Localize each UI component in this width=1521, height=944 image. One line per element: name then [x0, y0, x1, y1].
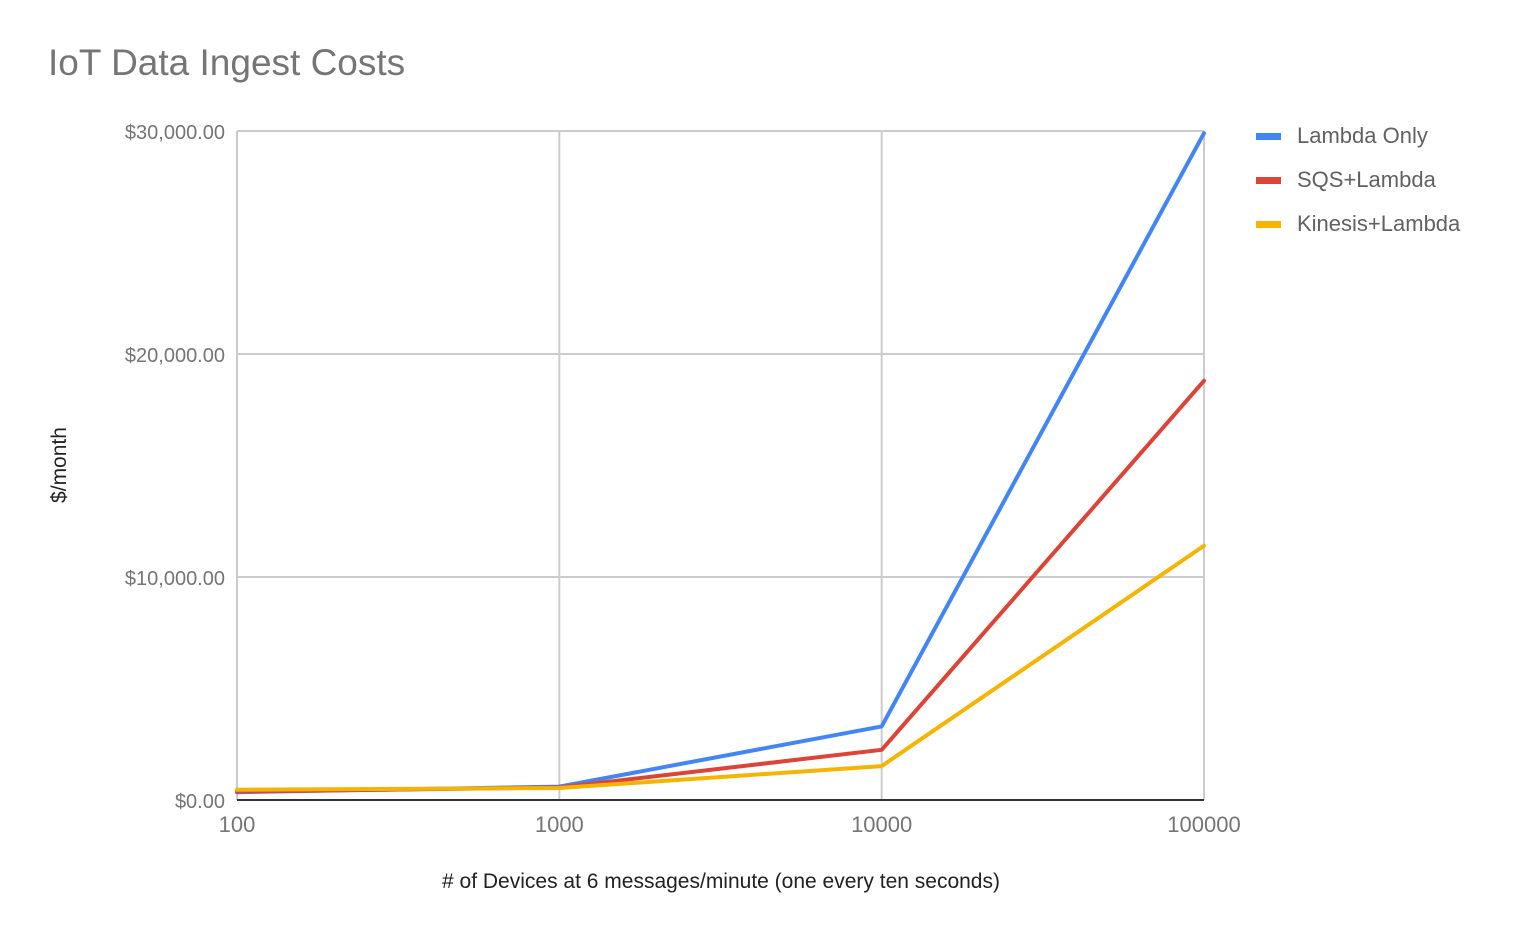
- legend-item: SQS+Lambda: [1256, 158, 1460, 202]
- x-tick-label: 10000: [851, 812, 912, 837]
- chart-legend: Lambda Only SQS+Lambda Kinesis+Lambda: [1256, 114, 1460, 246]
- y-tick-label: $10,000.00: [125, 568, 225, 590]
- legend-label: Lambda Only: [1297, 123, 1428, 148]
- chart-title: IoT Data Ingest Costs: [48, 42, 406, 83]
- x-axis-label: # of Devices at 6 messages/minute (one e…: [442, 870, 1000, 893]
- series-line-sqs-lambda: [235, 378, 1206, 794]
- legend-swatch: [1256, 132, 1281, 140]
- series-line-kinesis-lambda: [235, 543, 1206, 792]
- x-tick-label: 100: [219, 812, 256, 837]
- legend-label: Kinesis+Lambda: [1297, 211, 1461, 236]
- y-tick-label: $0.00: [175, 791, 225, 813]
- y-axis-label: $/month: [48, 427, 71, 503]
- legend-item: Kinesis+Lambda: [1256, 202, 1460, 246]
- y-tick-label: $20,000.00: [125, 345, 225, 367]
- legend-label: SQS+Lambda: [1297, 167, 1436, 192]
- legend-swatch: [1256, 220, 1281, 228]
- legend-swatch: [1256, 176, 1281, 184]
- legend-item: Lambda Only: [1256, 114, 1460, 158]
- x-tick-label: 1000: [535, 812, 584, 837]
- series-line-lambda-only: [235, 131, 1206, 795]
- x-tick-label: 100000: [1167, 812, 1240, 837]
- y-tick-label: $30,000.00: [125, 122, 225, 144]
